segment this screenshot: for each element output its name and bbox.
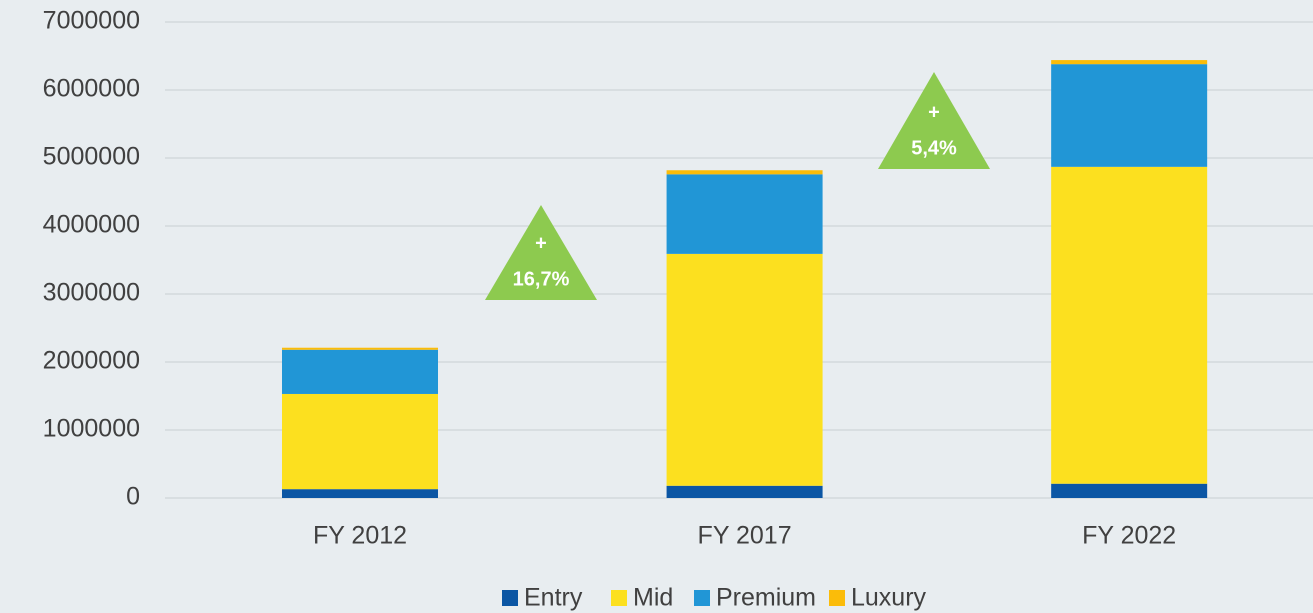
growth-label: + bbox=[928, 101, 940, 123]
x-tick-label: FY 2022 bbox=[1082, 522, 1176, 550]
y-tick-label: 0 bbox=[126, 483, 140, 511]
growth-label: 16,7% bbox=[513, 268, 570, 290]
bar-segment bbox=[282, 393, 438, 490]
y-tick-label: 5000000 bbox=[43, 143, 140, 171]
legend-swatch bbox=[611, 590, 627, 606]
bar-segment bbox=[666, 253, 823, 486]
legend-swatch bbox=[829, 590, 845, 606]
y-tick-label: 7000000 bbox=[43, 7, 140, 35]
legend-label: Premium bbox=[716, 584, 816, 612]
bar-segment bbox=[1051, 64, 1208, 167]
y-tick-label: 1000000 bbox=[43, 415, 140, 443]
legend-swatch bbox=[694, 590, 710, 606]
growth-triangle bbox=[485, 205, 597, 300]
bar-segment bbox=[666, 174, 823, 254]
bar-segment bbox=[282, 347, 438, 350]
y-tick-label: 4000000 bbox=[43, 211, 140, 239]
bar-segment bbox=[1051, 483, 1208, 498]
growth-label: + bbox=[535, 232, 547, 254]
bar-segment bbox=[1051, 166, 1208, 484]
bar-segment bbox=[282, 349, 438, 394]
bar-segment bbox=[1051, 60, 1208, 65]
x-tick-label: FY 2012 bbox=[313, 522, 407, 550]
bar-segment bbox=[282, 489, 438, 498]
growth-label: 5,4% bbox=[911, 137, 957, 159]
y-tick-label: 6000000 bbox=[43, 75, 140, 103]
x-tick-label: FY 2017 bbox=[698, 522, 792, 550]
legend-swatch bbox=[502, 590, 518, 606]
y-tick-label: 2000000 bbox=[43, 347, 140, 375]
legend-label: Entry bbox=[524, 584, 583, 612]
growth-triangle bbox=[878, 72, 990, 169]
y-tick-label: 3000000 bbox=[43, 279, 140, 307]
bar-segment bbox=[666, 485, 823, 498]
bar-segment bbox=[666, 170, 823, 175]
legend-label: Luxury bbox=[851, 584, 927, 612]
legend-label: Mid bbox=[633, 584, 673, 612]
